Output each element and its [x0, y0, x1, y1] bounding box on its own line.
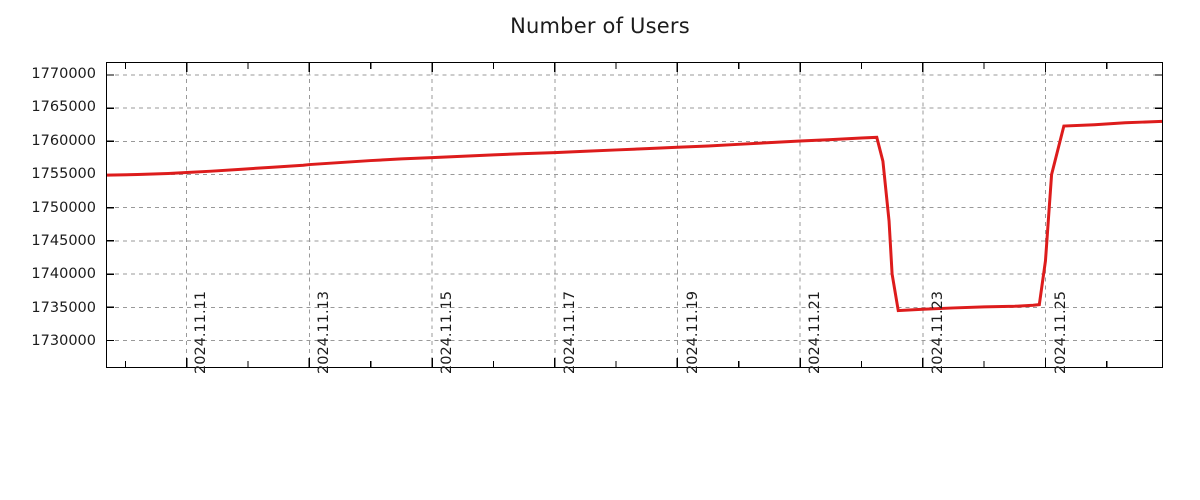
y-axis-tick-label: 1760000 — [31, 132, 96, 149]
plot-area — [106, 62, 1163, 368]
axis-ticks — [107, 63, 1162, 367]
y-axis-tick-label: 1765000 — [31, 99, 96, 116]
y-axis-tick-label: 1745000 — [31, 233, 96, 250]
x-axis-tick-label: 2024.11.17 — [561, 290, 578, 374]
y-axis-tick-label: 1755000 — [31, 166, 96, 183]
x-axis-tick-label: 2024.11.13 — [315, 290, 332, 374]
x-axis-tick-label: 2024.11.11 — [192, 290, 209, 374]
chart-title: Number of Users — [510, 14, 690, 38]
gridlines — [107, 63, 1162, 367]
y-axis-tick-label: 1730000 — [31, 333, 96, 350]
x-axis-tick-label: 2024.11.21 — [807, 290, 824, 374]
y-axis-tick-label: 1740000 — [31, 266, 96, 283]
y-axis-tick-label: 1750000 — [31, 199, 96, 216]
x-axis-labels: 2024.11.11 2024.11.13 2024.11.15 2024.11.17… — [106, 291, 1163, 498]
x-axis-tick-label: 2024.11.25 — [1053, 290, 1070, 374]
x-axis-tick-label: 2024.11.23 — [930, 290, 947, 374]
x-axis-tick-label: 2024.11.19 — [684, 290, 701, 374]
data-series-line — [106, 119, 1163, 313]
x-axis-tick-label: 2024.11.15 — [438, 290, 455, 374]
y-axis-labels: 1770000 1765000 1760000 1755000 1750000 17450… — [0, 62, 96, 368]
y-axis-tick-label: 1735000 — [31, 299, 96, 316]
y-axis-tick-label: 1770000 — [31, 66, 96, 83]
